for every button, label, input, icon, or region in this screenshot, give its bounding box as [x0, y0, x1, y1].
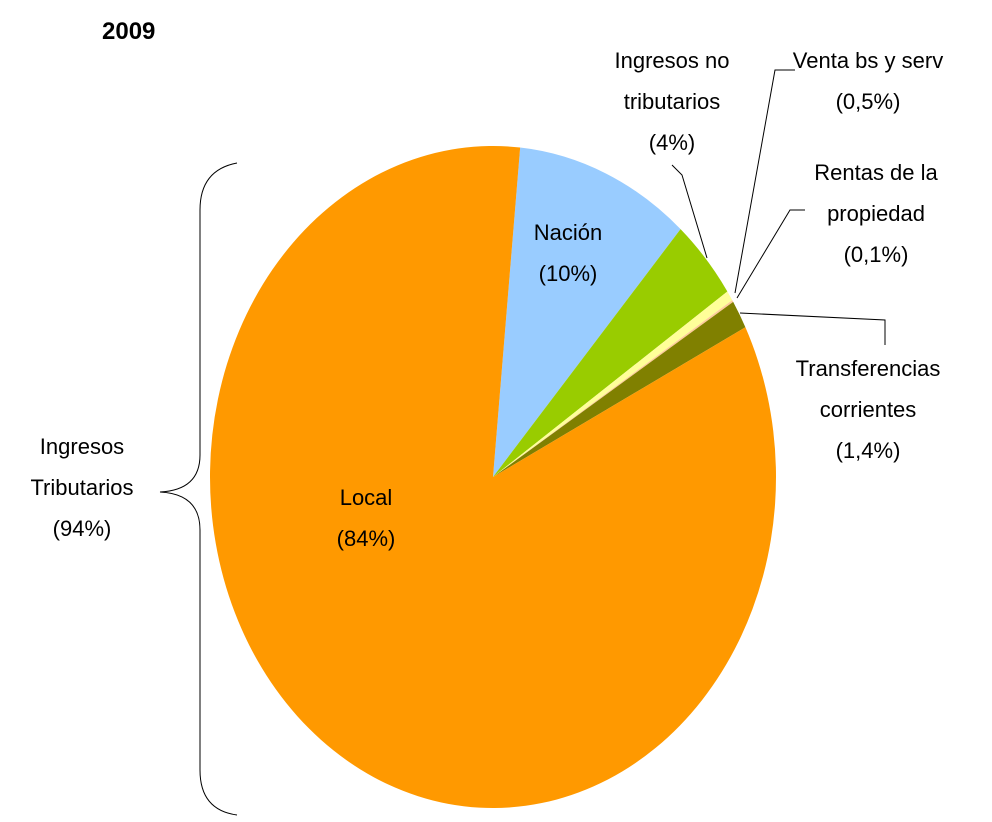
- pie-slice: [493, 291, 733, 477]
- pie-slice: [210, 146, 776, 808]
- slice-label: Rentas de la propiedad: [814, 160, 938, 226]
- pie-slice: [493, 301, 746, 477]
- group-bracket: [159, 162, 238, 816]
- slice-value-label: (1,4%): [835, 438, 901, 463]
- leader-line: [671, 164, 708, 259]
- pie-slice: [493, 229, 728, 477]
- slice-value-label: (84%): [336, 526, 396, 551]
- slice-label: Venta bs y serv: [792, 48, 944, 73]
- leader-line: [734, 69, 795, 294]
- leader-line: [739, 312, 886, 345]
- slice-label: Transferencias corrientes: [795, 356, 941, 422]
- annotation-label: Ingresos Tributarios: [30, 434, 134, 500]
- pie-slice: [493, 147, 681, 477]
- leader-lines: [671, 69, 886, 345]
- annotation-value-label: (94%): [52, 516, 112, 541]
- slice-value-label: (10%): [538, 261, 598, 286]
- leader-line: [736, 209, 805, 299]
- slice-value-label: (0,5%): [835, 89, 901, 114]
- slice-label: Ingresos no tributarios: [614, 48, 730, 114]
- slice-label: Local: [339, 485, 393, 510]
- pie-slice: [493, 300, 734, 477]
- slice-value-label: (4%): [648, 130, 696, 155]
- slice-value-label: (0,1%): [843, 242, 909, 267]
- chart-title: 2009: [102, 18, 156, 45]
- slice-label: Nación: [533, 220, 603, 245]
